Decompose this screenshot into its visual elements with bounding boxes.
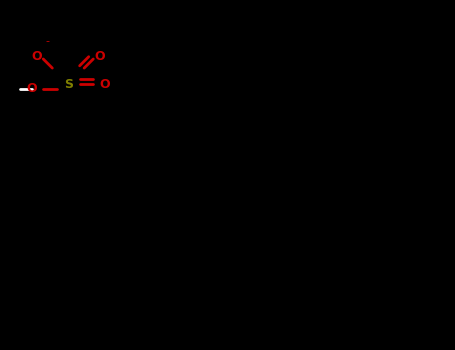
Text: O: O: [95, 50, 106, 63]
Text: O: O: [99, 77, 110, 91]
Text: S: S: [64, 77, 73, 91]
Text: O: O: [26, 82, 37, 95]
Text: -: -: [46, 36, 50, 46]
Text: O: O: [31, 50, 42, 63]
